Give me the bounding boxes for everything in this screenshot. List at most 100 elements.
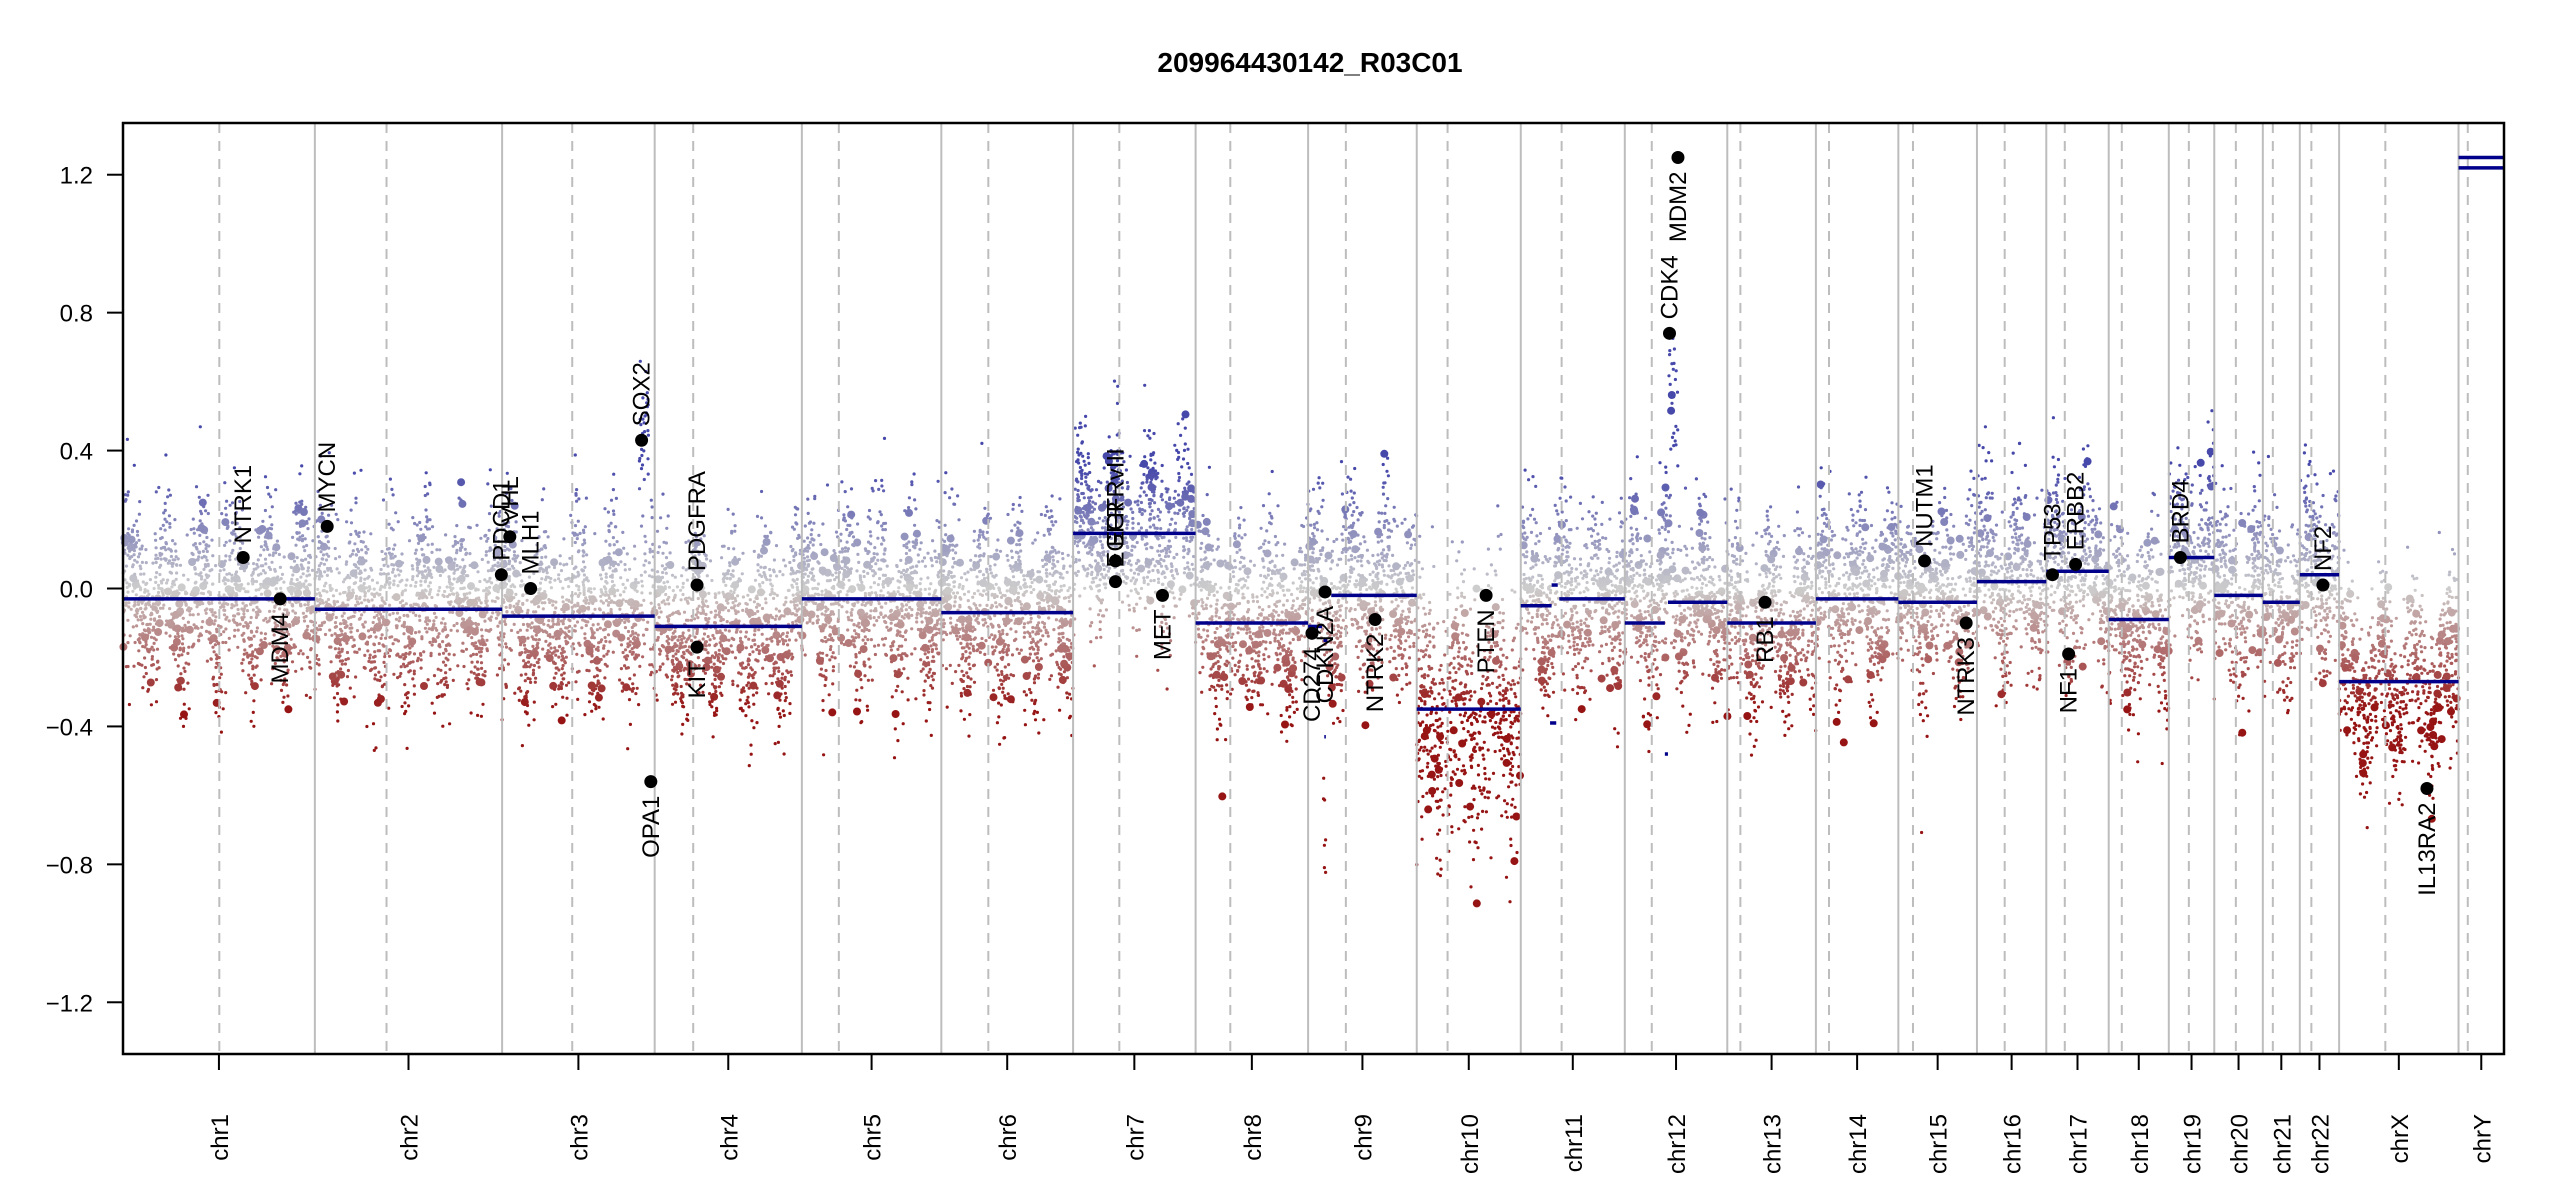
probe-point bbox=[351, 588, 355, 592]
probe-point bbox=[148, 578, 152, 582]
probe-point bbox=[741, 686, 746, 690]
probe-point bbox=[650, 575, 654, 579]
probe-point bbox=[476, 713, 480, 718]
probe-point bbox=[459, 542, 463, 547]
probe-point bbox=[877, 576, 882, 581]
probe-point bbox=[399, 671, 403, 676]
probe-point bbox=[676, 638, 680, 642]
probe-point bbox=[316, 489, 320, 494]
probe-point bbox=[468, 526, 472, 530]
probe-point bbox=[317, 577, 321, 581]
probe-point bbox=[825, 483, 830, 487]
probe-point bbox=[249, 719, 253, 723]
probe-point bbox=[131, 589, 135, 593]
probe-point bbox=[188, 613, 192, 617]
probe-point bbox=[185, 533, 189, 537]
probe-point bbox=[474, 588, 478, 592]
probe-point bbox=[222, 630, 226, 634]
probe-point bbox=[521, 622, 526, 627]
probe-point bbox=[599, 577, 604, 581]
probe-point bbox=[592, 587, 596, 591]
probe-point bbox=[785, 634, 789, 639]
probe-point bbox=[760, 632, 764, 636]
probe-point bbox=[303, 510, 307, 514]
probe-point bbox=[572, 533, 577, 537]
probe-point bbox=[142, 675, 146, 679]
probe-point bbox=[549, 586, 554, 590]
probe-point bbox=[418, 520, 422, 525]
probe-point bbox=[913, 647, 917, 651]
probe-point bbox=[612, 512, 616, 517]
probe-point bbox=[151, 561, 155, 565]
probe-point bbox=[417, 614, 422, 618]
probe-point bbox=[642, 598, 646, 603]
probe-point bbox=[201, 592, 206, 596]
probe-point bbox=[577, 588, 581, 592]
probe-point bbox=[603, 676, 607, 680]
probe-point bbox=[590, 709, 594, 713]
probe-point bbox=[885, 625, 889, 629]
probe-point bbox=[172, 652, 176, 656]
probe-point bbox=[182, 586, 186, 590]
probe-point bbox=[523, 695, 527, 699]
probe-point bbox=[167, 559, 172, 563]
probe-point bbox=[532, 610, 536, 614]
probe-point bbox=[631, 600, 640, 609]
probe-point bbox=[217, 641, 221, 645]
probe-point bbox=[739, 706, 743, 710]
probe-point bbox=[582, 592, 586, 597]
probe-point bbox=[761, 581, 765, 585]
probe-point bbox=[610, 579, 615, 584]
probe-point bbox=[878, 593, 882, 598]
probe-point bbox=[557, 655, 561, 659]
probe-point bbox=[589, 643, 593, 648]
probe-point bbox=[241, 541, 245, 545]
probe-point bbox=[640, 453, 644, 458]
probe-point bbox=[796, 588, 800, 592]
probe-point bbox=[443, 627, 448, 632]
probe-point bbox=[594, 704, 598, 708]
probe-point bbox=[568, 624, 572, 629]
probe-point bbox=[532, 663, 537, 668]
probe-point bbox=[717, 648, 721, 652]
probe-point bbox=[214, 665, 218, 670]
probe-point bbox=[190, 645, 194, 649]
probe-point bbox=[739, 630, 743, 634]
probe-point bbox=[909, 576, 913, 580]
probe-point bbox=[370, 627, 374, 631]
probe-point bbox=[463, 547, 467, 551]
probe-point bbox=[333, 625, 337, 629]
probe-point bbox=[402, 657, 406, 661]
probe-point bbox=[621, 650, 625, 655]
probe-point bbox=[192, 543, 196, 547]
probe-point bbox=[254, 528, 258, 532]
probe-point bbox=[241, 669, 245, 673]
probe-point bbox=[368, 653, 372, 657]
probe-point bbox=[927, 592, 932, 596]
probe-point bbox=[212, 622, 216, 626]
probe-point bbox=[366, 547, 370, 551]
probe-point bbox=[541, 630, 546, 634]
probe-point bbox=[279, 678, 283, 682]
probe-point bbox=[537, 657, 541, 662]
probe-point bbox=[451, 592, 455, 596]
probe-point bbox=[560, 595, 565, 599]
probe-point bbox=[857, 560, 861, 565]
probe-point bbox=[407, 636, 411, 641]
probe-point bbox=[856, 552, 860, 557]
probe-point bbox=[458, 548, 463, 553]
probe-point bbox=[782, 558, 786, 562]
probe-point bbox=[259, 592, 264, 596]
probe-point bbox=[311, 539, 315, 543]
probe-point bbox=[285, 630, 289, 634]
probe-point bbox=[187, 609, 192, 613]
probe-point bbox=[250, 657, 254, 661]
probe-point bbox=[402, 632, 406, 636]
probe-point bbox=[464, 574, 468, 578]
probe-point bbox=[202, 581, 206, 585]
probe-point bbox=[508, 647, 512, 651]
probe-point bbox=[811, 543, 815, 547]
probe-point bbox=[453, 535, 457, 539]
probe-point bbox=[584, 623, 588, 628]
probe-point bbox=[727, 569, 731, 573]
